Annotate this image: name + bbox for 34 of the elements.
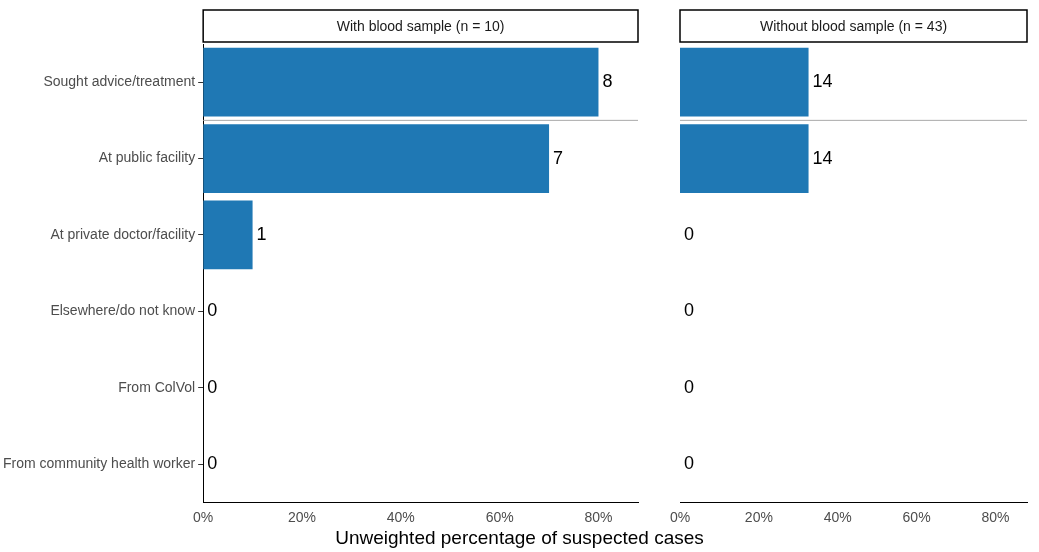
x-tick-label: 0%: [669, 509, 691, 526]
annotation: 8: [602, 71, 613, 92]
annotation: 0: [684, 452, 695, 473]
bar: [203, 47, 599, 117]
annotation: 1: [256, 223, 267, 244]
annotation: 0: [684, 300, 695, 321]
x-tick-label: 40%: [823, 509, 852, 526]
x-tick-label: 20%: [287, 509, 317, 526]
annotation: 0: [684, 223, 695, 244]
chart-title: Without blood sample (n = 43): [759, 17, 948, 34]
y-tick-label: Sought advice/treatment: [43, 73, 196, 90]
x-tick-label: 60%: [902, 509, 931, 526]
annotation: 0: [684, 376, 695, 397]
x-tick-label: 60%: [485, 509, 514, 526]
x-tick-label: 80%: [981, 509, 1010, 526]
x-tick-label: 80%: [584, 509, 613, 526]
annotation: 7: [553, 147, 564, 168]
annotation: 14: [812, 71, 833, 92]
y-tick-label: From community health worker: [2, 454, 196, 471]
annotation: 14: [812, 147, 833, 168]
x-tick-label: 0%: [193, 509, 214, 526]
bar: [203, 124, 550, 193]
annotation: 0: [207, 452, 218, 473]
y-tick-label: From ColVol: [118, 378, 196, 395]
annotation: 0: [207, 376, 218, 397]
x-axis-title: Unweighted percentage of suspected cases: [334, 527, 705, 549]
bar: [203, 200, 253, 270]
y-tick-label: At public facility: [98, 149, 196, 166]
y-tick-label: At private doctor/facility: [50, 225, 196, 242]
chart-title: With blood sample (n = 10): [336, 17, 505, 34]
x-tick-label: 40%: [386, 509, 415, 526]
annotation: 0: [207, 300, 218, 321]
y-tick-label: Elsewhere/do not know: [50, 302, 197, 319]
x-tick-label: 20%: [744, 509, 773, 526]
